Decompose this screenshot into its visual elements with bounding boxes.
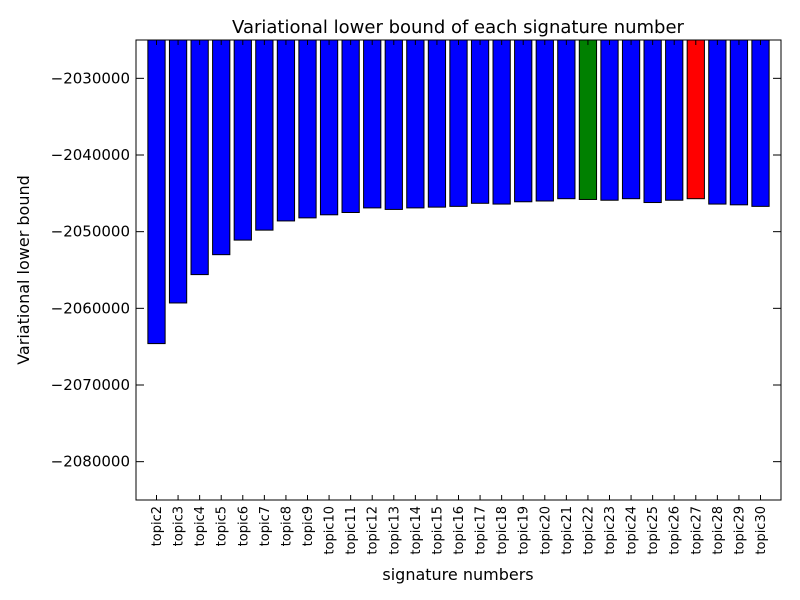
x-tick-label: topic10 xyxy=(323,506,338,555)
x-tick-label: topic12 xyxy=(366,506,381,555)
x-tick-label: topic9 xyxy=(301,506,316,546)
x-tick-label: topic14 xyxy=(409,506,424,555)
x-tick-label: topic25 xyxy=(646,506,661,555)
x-axis-label: signature numbers xyxy=(382,565,533,584)
x-tick-label: topic26 xyxy=(668,506,683,555)
bar-topic10 xyxy=(319,39,339,216)
bar-topic20 xyxy=(535,39,554,202)
bar-topic7 xyxy=(255,39,274,231)
x-tick-label: topic11 xyxy=(344,506,359,555)
x-tick-label: topic16 xyxy=(452,506,467,555)
bar-topic13 xyxy=(384,39,403,210)
bar-topic8 xyxy=(276,39,296,222)
bar-topic2 xyxy=(147,39,166,345)
chart-title: Variational lower bound of each signatur… xyxy=(232,17,685,38)
bar-topic22 xyxy=(578,39,598,200)
x-tick-label: topic3 xyxy=(172,506,187,546)
x-tick-label: topic22 xyxy=(581,506,596,555)
y-axis-ticks: −2030000 −2040000 −2050000 −2060000 −2070000… xyxy=(51,69,781,471)
bar-topic18 xyxy=(492,39,511,205)
y-tick-label: −2030000 xyxy=(51,69,130,87)
x-tick-label: topic15 xyxy=(430,506,445,555)
bar-topic3 xyxy=(168,39,188,304)
x-axis-ticks: topic2 topic3 topic4 topic5 topic6 topic7 topi… xyxy=(150,40,769,555)
bar-topic23 xyxy=(600,39,619,201)
bar-topic5 xyxy=(212,39,231,256)
x-tick-label: topic8 xyxy=(279,506,294,546)
x-tick-label: topic20 xyxy=(538,506,553,555)
x-tick-label: topic5 xyxy=(215,506,230,546)
bar-topic9 xyxy=(298,39,317,219)
x-tick-label: topic17 xyxy=(474,506,489,555)
x-tick-label: topic24 xyxy=(625,506,640,555)
bar-topic27 xyxy=(686,39,705,200)
bar-topic16 xyxy=(449,39,468,207)
x-tick-label: topic19 xyxy=(517,506,532,555)
bar-topic4 xyxy=(190,39,209,276)
bar-topic30 xyxy=(751,39,770,207)
bar-topic25 xyxy=(643,39,662,204)
bar-topic12 xyxy=(363,39,382,209)
x-tick-label: topic2 xyxy=(150,506,165,546)
x-tick-label: topic18 xyxy=(495,506,510,555)
bar-topic28 xyxy=(708,39,727,205)
y-tick-label: −2080000 xyxy=(51,453,130,471)
bar-topic17 xyxy=(470,39,490,204)
bar-topic29 xyxy=(729,39,749,206)
x-tick-label: topic30 xyxy=(754,506,769,555)
x-tick-label: topic29 xyxy=(732,506,747,555)
y-tick-label: −2050000 xyxy=(51,223,130,241)
x-tick-label: topic4 xyxy=(193,506,208,546)
bar-topic24 xyxy=(621,39,641,200)
x-tick-label: topic21 xyxy=(560,506,575,555)
x-tick-label: topic23 xyxy=(603,506,618,555)
y-tick-label: −2070000 xyxy=(51,376,130,394)
bar-topic26 xyxy=(665,39,684,201)
y-tick-label: −2040000 xyxy=(51,146,130,164)
y-tick-label: −2060000 xyxy=(51,299,130,317)
bar-topic6 xyxy=(233,39,252,241)
x-tick-label: topic7 xyxy=(258,506,273,546)
bars-group xyxy=(147,39,770,345)
x-tick-label: topic13 xyxy=(387,506,402,555)
x-tick-label: topic27 xyxy=(689,506,704,555)
plot-frame xyxy=(135,39,782,501)
y-axis-label: Variational lower bound xyxy=(14,175,33,365)
bar-topic11 xyxy=(341,39,360,213)
x-tick-label: topic6 xyxy=(236,506,251,546)
bar-topic15 xyxy=(427,39,447,208)
bar-topic19 xyxy=(514,39,533,203)
bar-topic14 xyxy=(406,39,425,209)
x-tick-label: topic28 xyxy=(711,506,726,555)
bar-topic21 xyxy=(557,39,576,200)
